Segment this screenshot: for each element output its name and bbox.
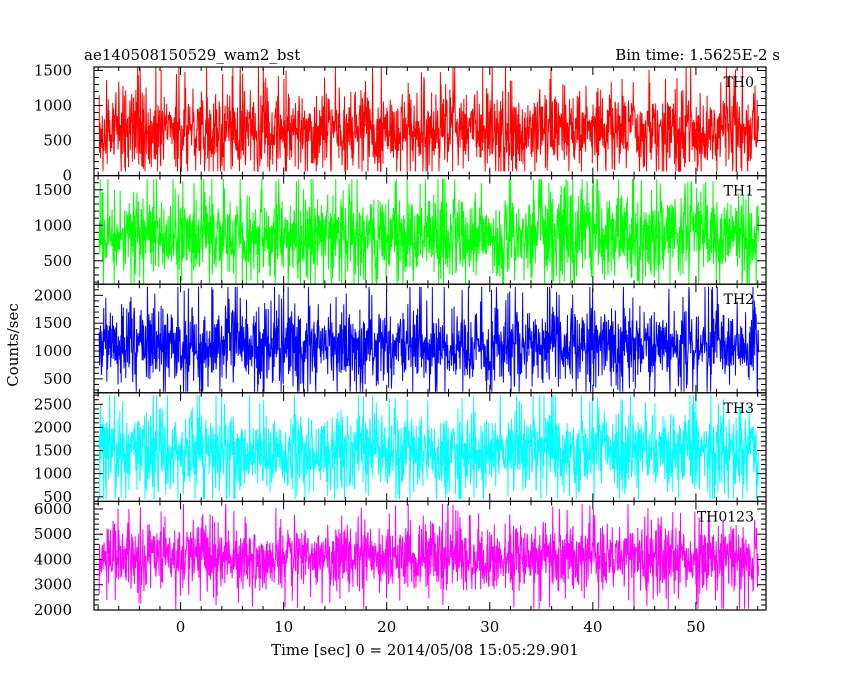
x-tick-label: 10 xyxy=(274,618,293,636)
y-tick-label: 500 xyxy=(43,132,72,150)
y-tick-label: 3000 xyxy=(34,576,72,594)
x-tick-label: 20 xyxy=(377,618,396,636)
y-tick-label: 5000 xyxy=(34,525,72,543)
panel-th1: 500 1000 1500 TH1 xyxy=(34,175,767,285)
series-line-th2 xyxy=(98,286,760,392)
y-tick-label: 2000 xyxy=(34,601,72,619)
y-tick-label: 1500 xyxy=(34,181,72,199)
y-tick-label: 1500 xyxy=(34,62,72,80)
panel-label-th1: TH1 xyxy=(724,184,754,200)
y-tick-label: 1000 xyxy=(34,465,72,483)
y-tick-label: 2000 xyxy=(34,286,72,304)
y-tick-label: 500 xyxy=(43,370,72,388)
y-tick-label: 500 xyxy=(43,488,72,506)
panels-group: 0 500 1000 1500 TH0 500 1000 1500 TH1 500 1000 1500… xyxy=(34,62,767,619)
chart-title-left: ae140508150529_wam2_bst xyxy=(84,46,300,64)
series-line-th3 xyxy=(98,395,760,500)
series-line-th0 xyxy=(98,67,760,172)
y-tick-label: 1500 xyxy=(34,314,72,332)
y-tick-label: 2500 xyxy=(34,395,72,413)
y-tick-label: 2000 xyxy=(34,418,72,436)
panel-th0123: 2000 3000 4000 5000 6000 TH0123 xyxy=(34,500,767,619)
y-tick-label: 1000 xyxy=(34,216,72,234)
x-tick-label: 30 xyxy=(480,618,499,636)
y-tick-label: 6000 xyxy=(34,500,72,518)
y-tick-label: 1500 xyxy=(34,442,72,460)
series-line-th0123 xyxy=(98,503,760,609)
panel-th2: 500 1000 1500 2000 TH2 xyxy=(34,283,767,394)
panel-label-th0123: TH0123 xyxy=(697,509,754,525)
panel-th3: 500 1000 1500 2000 2500 TH3 xyxy=(34,392,767,506)
x-tick-label: 0 xyxy=(176,618,186,636)
panel-label-th2: TH2 xyxy=(724,292,754,308)
x-axis-title: Time [sec] 0 = 2014/05/08 15:05:29.901 xyxy=(271,641,579,659)
chart-title-right: Bin time: 1.5625E-2 s xyxy=(615,46,780,64)
x-tick-label: 50 xyxy=(686,618,705,636)
panel-label-th3: TH3 xyxy=(724,401,754,417)
panel-label-th0: TH0 xyxy=(724,75,754,91)
series-line-th1 xyxy=(98,179,760,284)
y-tick-label: 500 xyxy=(43,252,72,270)
panel-frame xyxy=(93,500,767,611)
panel-th0: 0 500 1000 1500 TH0 xyxy=(34,62,767,185)
x-tick-label: 40 xyxy=(583,618,602,636)
y-tick-label: 0 xyxy=(62,167,72,185)
y-tick-label: 1000 xyxy=(34,342,72,360)
y-axis-title: Counts/sec xyxy=(4,303,22,387)
x-axis: 0 10 20 30 40 50 xyxy=(176,618,706,636)
y-tick-label: 4000 xyxy=(34,550,72,568)
y-tick-label: 1000 xyxy=(34,97,72,115)
